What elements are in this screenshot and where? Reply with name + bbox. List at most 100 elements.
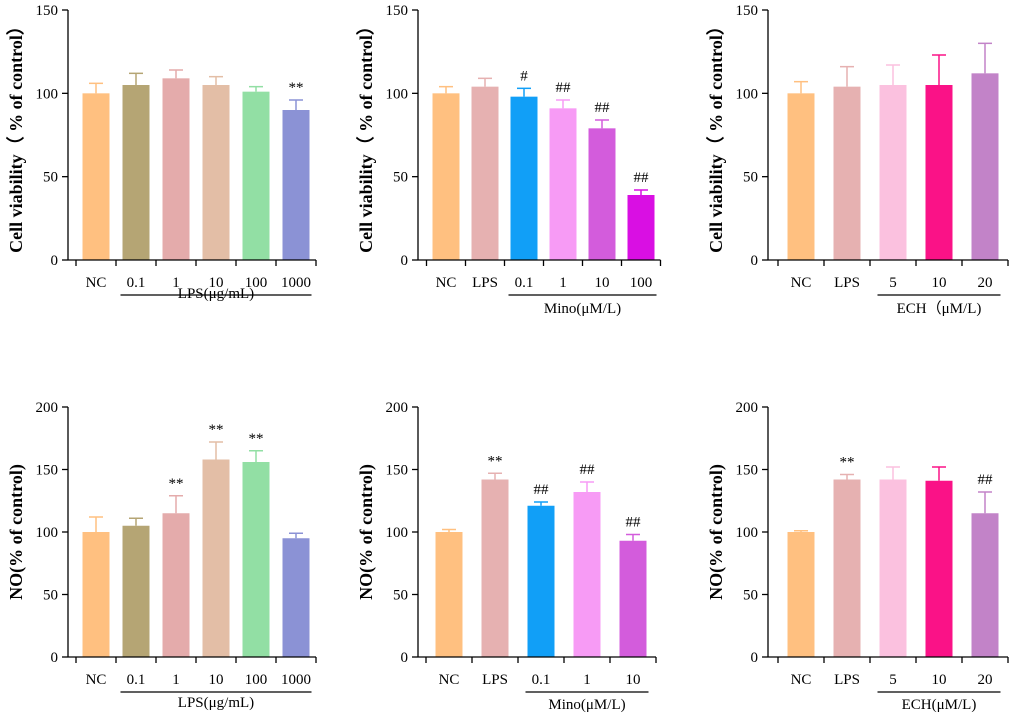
bar — [242, 91, 270, 261]
category-label: 100 — [630, 275, 653, 291]
y-tick-label: 100 — [386, 86, 409, 102]
category-label: 5 — [889, 275, 897, 291]
category-label: NC — [791, 275, 812, 291]
category-label: LPS — [834, 672, 860, 688]
bar — [527, 505, 555, 657]
bar — [282, 538, 310, 657]
group-label: LPS(μg/mL) — [178, 695, 254, 711]
bar — [627, 195, 655, 260]
y-tick-label: 150 — [386, 3, 409, 19]
significance-label: ** — [249, 431, 264, 447]
bar — [202, 85, 230, 260]
significance-label: ** — [840, 455, 855, 471]
chart-panel-5: NC**LPS##0.1##1##10050100150200Mino(μM/L… — [356, 400, 657, 713]
y-tick-label: 0 — [751, 253, 759, 269]
chart-panel-2: NC LPS #0.1 ## 1 ## 10 ## 100 0 50 100 150 Mino(μM/L)… — [356, 3, 662, 317]
category-label: 1000 — [281, 275, 311, 291]
chart-panel-6: NC**LPS 5 10##20050100150200ECH(μM/L)NO(% … — [706, 400, 1009, 713]
bar — [162, 513, 190, 657]
category-label: 10 — [626, 672, 641, 688]
bar — [787, 93, 815, 260]
bar — [549, 108, 577, 260]
category-label: LPS — [834, 275, 860, 291]
bar — [787, 532, 815, 657]
category-label: NC — [86, 672, 107, 688]
category-label: 10 — [209, 672, 224, 688]
y-tick-label: 100 — [386, 525, 409, 541]
y-tick-label: 100 — [736, 86, 759, 102]
significance-label: ## — [626, 515, 642, 531]
group-label: ECH（μM/L) — [897, 300, 982, 317]
category-label: 10 — [595, 275, 610, 291]
y-tick-label: 50 — [393, 588, 408, 604]
group-label: ECH(μM/L) — [902, 697, 977, 713]
y-tick-label: 150 — [36, 3, 59, 19]
y-axis-label: NO(% of control) — [356, 464, 377, 600]
category-label: 1 — [583, 672, 591, 688]
bar — [833, 479, 861, 657]
category-label: NC — [791, 672, 812, 688]
y-tick-label: 0 — [401, 650, 409, 666]
category-label: 5 — [889, 672, 897, 688]
y-axis-label: Cell viability（ % of control） — [6, 17, 26, 253]
bar — [82, 532, 110, 657]
category-label: 1 — [559, 275, 567, 291]
category-label: 0.1 — [127, 275, 146, 291]
significance-label: ** — [169, 476, 184, 492]
bar — [471, 86, 499, 261]
y-tick-label: 150 — [736, 3, 759, 19]
bar — [619, 540, 647, 657]
bar — [510, 96, 538, 261]
bar — [122, 85, 150, 260]
category-label: 100 — [245, 672, 268, 688]
category-label: 10 — [932, 275, 947, 291]
bar — [481, 479, 509, 657]
significance-label: ** — [289, 80, 304, 96]
chart-panel-1: NC 0.1 1 10 100 ** 1000 0 50 100 150 LPS(μg/mL) Cell… — [6, 3, 317, 302]
significance-label: # — [520, 68, 528, 84]
bar — [202, 459, 230, 657]
significance-label: ## — [534, 482, 550, 498]
significance-label: ## — [556, 80, 572, 96]
y-tick-label: 100 — [736, 525, 759, 541]
significance-label: ** — [488, 453, 503, 469]
y-axis-label: NO(% of control) — [706, 464, 727, 600]
y-tick-label: 200 — [736, 400, 759, 416]
y-tick-label: 150 — [386, 463, 409, 479]
bar — [435, 532, 463, 657]
category-label: 0.1 — [515, 275, 534, 291]
category-label: 10 — [209, 275, 224, 291]
y-axis-label: Cell viability（ % of control） — [356, 17, 376, 253]
significance-label: ## — [595, 100, 611, 116]
category-label: 0.1 — [532, 672, 551, 688]
category-label: NC — [436, 275, 457, 291]
category-label: NC — [439, 672, 460, 688]
category-label: 20 — [978, 275, 993, 291]
bar — [833, 86, 861, 261]
bar — [971, 513, 999, 657]
group-label: Mino(μM/L) — [544, 301, 621, 317]
y-tick-label: 100 — [36, 525, 59, 541]
category-label: 20 — [978, 672, 993, 688]
y-tick-label: 50 — [743, 170, 758, 186]
chart-panel-3: NC LPS 5 10 20 0 50 100 150 ECH（μM/L) Cell viabili… — [706, 3, 1009, 317]
bar — [82, 93, 110, 260]
group-label: Mino(μM/L) — [548, 697, 625, 713]
y-axis-label: Cell viability（ % of control） — [706, 17, 726, 253]
y-tick-label: 200 — [36, 400, 59, 416]
bar — [162, 78, 190, 260]
chart-panel-4: NC 0.1 ** 1 ** 10 ** 100 1000 0 50 100 150 200 LPS(μg/… — [6, 400, 317, 711]
y-tick-label: 50 — [393, 170, 408, 186]
category-label: 1000 — [281, 672, 311, 688]
category-label: LPS — [472, 275, 498, 291]
category-label: 100 — [245, 275, 268, 291]
category-label: LPS — [482, 672, 508, 688]
y-tick-label: 50 — [43, 170, 58, 186]
bar — [971, 73, 999, 260]
y-tick-label: 0 — [751, 650, 759, 666]
y-tick-label: 50 — [43, 588, 58, 604]
y-tick-label: 50 — [743, 588, 758, 604]
category-label: 10 — [932, 672, 947, 688]
category-label: 1 — [172, 275, 180, 291]
